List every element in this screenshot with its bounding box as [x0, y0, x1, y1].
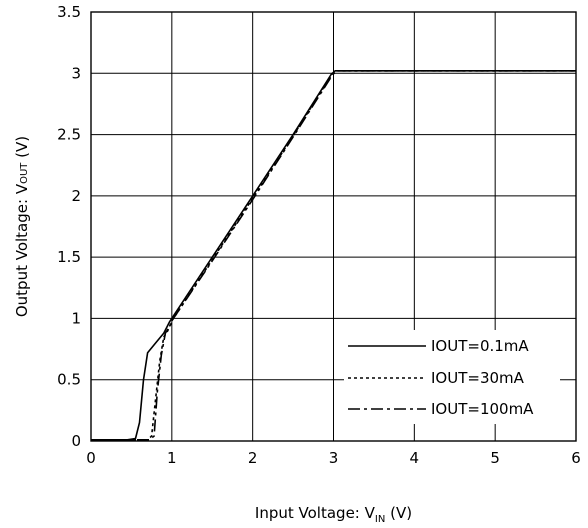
plot-frame: [90, 11, 577, 442]
y-tick-label: 1: [71, 309, 81, 327]
series-line-2: [91, 70, 576, 441]
x-axis-label-unit: (V): [385, 504, 412, 522]
y-tick-label: 2: [71, 187, 81, 205]
x-tick-label: 3: [329, 449, 339, 467]
series-group: [91, 70, 576, 441]
legend: IOUT=0.1mA IOUT=30mA IOUT=100mA: [344, 330, 560, 424]
y-tick-label: 0: [71, 432, 81, 450]
legend-label: IOUT=100mA: [431, 400, 534, 418]
y-tick-label: 3: [71, 64, 81, 82]
legend-label: IOUT=0.1mA: [431, 337, 529, 355]
x-tick-label: 4: [410, 449, 420, 467]
y-axis-label-main: Output Voltage: V: [13, 183, 31, 317]
legend-label: IOUT=30mA: [431, 369, 525, 387]
y-tick-label: 2.5: [57, 126, 81, 144]
y-tick-labels: 0 0.5 1 1.5 2 2.5 3 3.5: [57, 3, 81, 450]
series-line-1: [91, 70, 576, 441]
y-tick-label: 1.5: [57, 248, 81, 266]
x-tick-label: 5: [490, 449, 500, 467]
y-axis-label: Output Voltage: VOUT (V): [13, 136, 31, 317]
x-axis-label-main: Input Voltage: V: [255, 504, 376, 522]
y-tick-label: 3.5: [57, 3, 81, 21]
y-tick-label: 0.5: [57, 371, 81, 389]
x-tick-label: 2: [248, 449, 258, 467]
x-tick-labels: 0 1 2 3 4 5 6: [86, 449, 581, 467]
x-tick-label: 0: [86, 449, 96, 467]
x-tick-label: 6: [571, 449, 581, 467]
x-axis-label-subscript: IN: [375, 514, 385, 525]
y-axis-label-subscript: OUT: [19, 162, 30, 184]
x-tick-label: 1: [167, 449, 177, 467]
series-line-3: [91, 70, 576, 441]
x-axis-label: Input Voltage: VIN (V): [255, 504, 412, 525]
y-axis-label-unit: (V): [13, 136, 31, 163]
